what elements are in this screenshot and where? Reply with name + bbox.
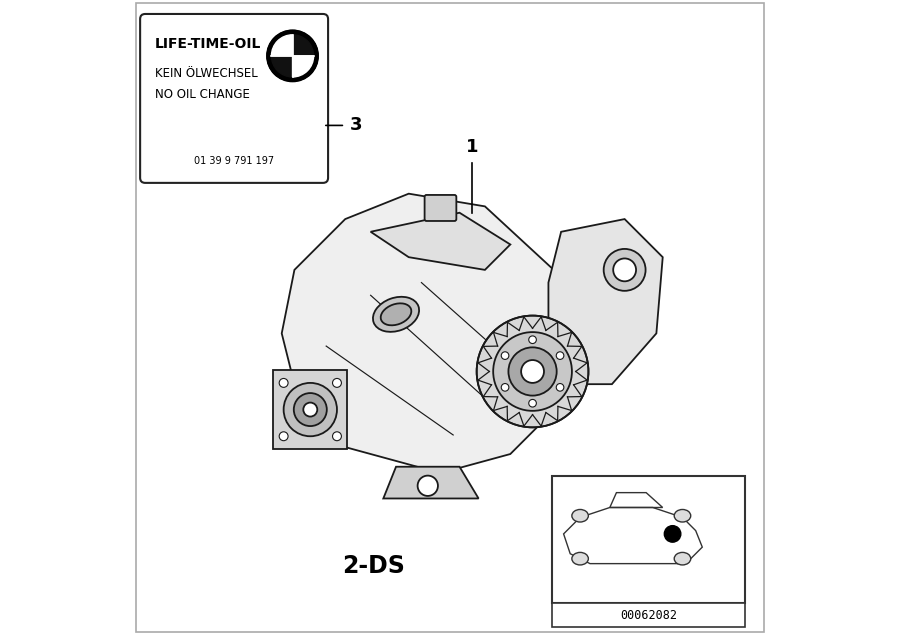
Circle shape	[267, 30, 318, 81]
Text: KEIN ÖLWECHSEL: KEIN ÖLWECHSEL	[155, 67, 257, 79]
Ellipse shape	[572, 509, 589, 522]
Circle shape	[332, 378, 341, 387]
FancyBboxPatch shape	[425, 195, 456, 221]
Text: 3: 3	[350, 116, 362, 135]
Circle shape	[528, 336, 536, 344]
Circle shape	[528, 399, 536, 407]
Ellipse shape	[381, 304, 411, 325]
Wedge shape	[272, 56, 292, 77]
Wedge shape	[292, 56, 313, 77]
Ellipse shape	[674, 552, 690, 565]
Ellipse shape	[373, 297, 419, 332]
Text: 01 39 9 791 197: 01 39 9 791 197	[194, 156, 274, 166]
Text: 00062082: 00062082	[620, 609, 677, 622]
Wedge shape	[272, 35, 292, 56]
Circle shape	[556, 384, 564, 391]
Circle shape	[284, 383, 337, 436]
FancyBboxPatch shape	[552, 603, 745, 627]
Circle shape	[279, 378, 288, 387]
Circle shape	[418, 476, 438, 496]
Circle shape	[604, 249, 645, 291]
Circle shape	[501, 352, 508, 359]
Circle shape	[556, 352, 564, 359]
Circle shape	[332, 432, 341, 441]
Circle shape	[508, 347, 557, 396]
Ellipse shape	[674, 509, 690, 522]
Circle shape	[477, 316, 589, 427]
Text: NO OIL CHANGE: NO OIL CHANGE	[155, 88, 249, 100]
Ellipse shape	[572, 552, 589, 565]
Polygon shape	[274, 370, 347, 449]
FancyBboxPatch shape	[552, 476, 745, 603]
Text: 2-DS: 2-DS	[342, 554, 405, 578]
Polygon shape	[282, 194, 568, 473]
FancyBboxPatch shape	[140, 14, 328, 183]
Polygon shape	[371, 213, 510, 270]
Polygon shape	[548, 219, 662, 384]
Circle shape	[664, 526, 680, 542]
Wedge shape	[292, 35, 313, 56]
Text: 1: 1	[466, 138, 479, 156]
FancyBboxPatch shape	[136, 3, 764, 632]
Circle shape	[293, 393, 327, 426]
Text: LIFE-TIME-OIL: LIFE-TIME-OIL	[155, 37, 261, 51]
Circle shape	[279, 432, 288, 441]
Polygon shape	[383, 467, 479, 498]
Circle shape	[521, 360, 544, 383]
Circle shape	[303, 403, 318, 417]
Circle shape	[501, 384, 508, 391]
Circle shape	[613, 258, 636, 281]
Circle shape	[493, 332, 572, 411]
